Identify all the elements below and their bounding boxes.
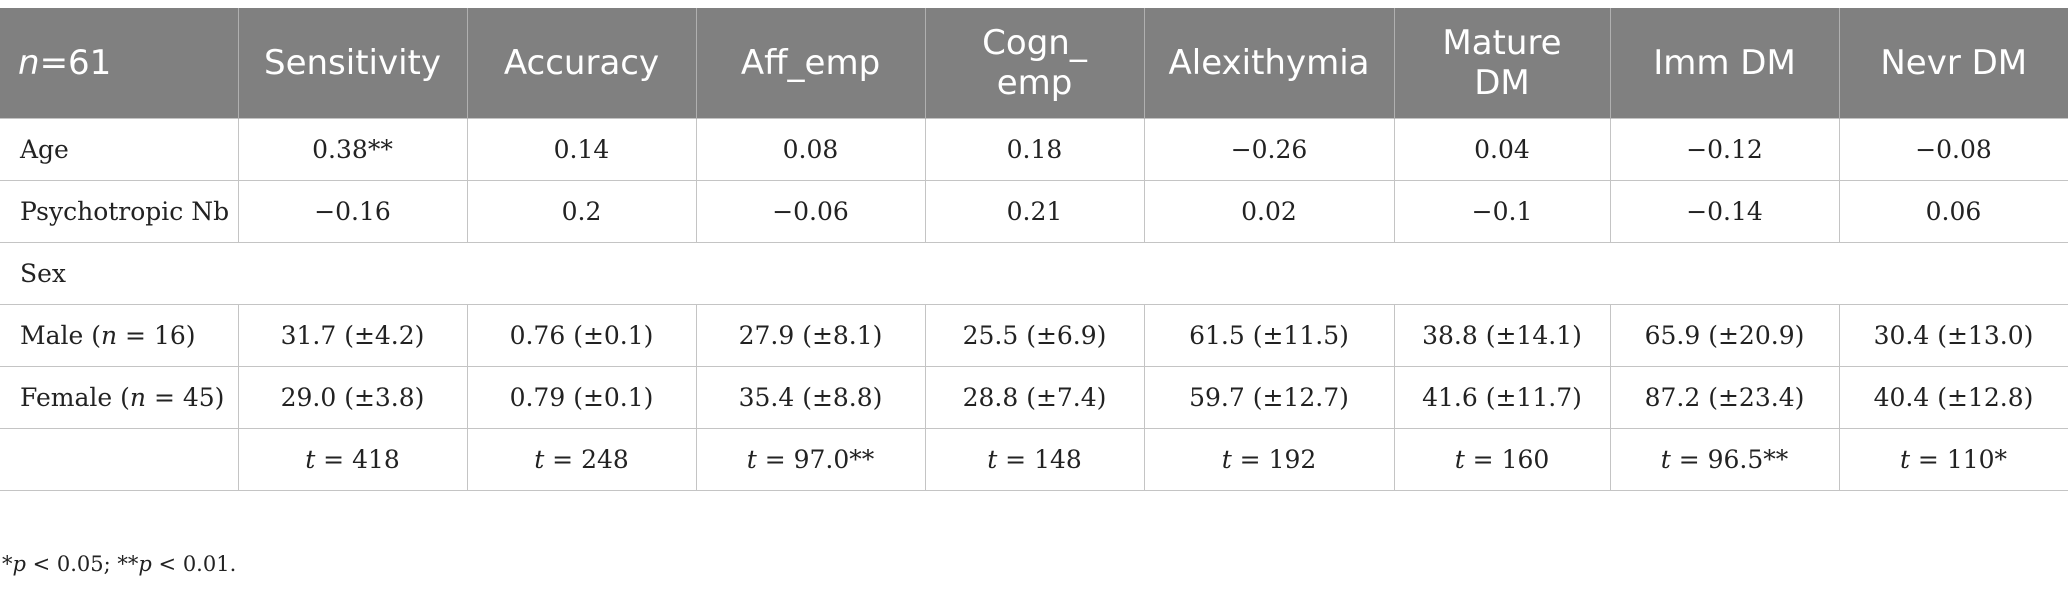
table-row-female: Female (n = 45) 29.0 (±3.8) 0.79 (±0.1) …: [0, 365, 2068, 429]
header-mature-dm: Mature DM: [1393, 8, 1610, 118]
table-cell: 30.4 (±13.0): [1838, 303, 2068, 367]
table-cell: t = 248: [466, 427, 697, 491]
table-cell: t = 148: [924, 427, 1145, 491]
table-cell: 0.08: [695, 117, 926, 181]
header-nevr-dm: Nevr DM: [1838, 8, 2068, 118]
header-sensitivity: Sensitivity: [237, 8, 467, 118]
table-cell: −0.16: [237, 179, 468, 243]
table-row-ttest: t = 418 t = 248 t = 97.0** t = 148 t = 1…: [0, 427, 2068, 491]
table-cell: 0.14: [466, 117, 697, 181]
table-cell: 0.21: [924, 179, 1145, 243]
header-imm-dm: Imm DM: [1609, 8, 1839, 118]
header-cogn-emp: Cogn_ emp: [924, 8, 1144, 118]
header-row: n=61 Sensitivity Accuracy Aff_emp Cogn_ …: [0, 8, 2068, 118]
table-cell: −0.1: [1393, 179, 1611, 243]
table-cell: −0.14: [1609, 179, 1840, 243]
table-cell: 29.0 (±3.8): [237, 365, 468, 429]
table-cell: t = 97.0**: [695, 427, 926, 491]
table-cell: 0.18: [924, 117, 1145, 181]
table-cell: t = 192: [1143, 427, 1395, 491]
table-cell: 0.79 (±0.1): [466, 365, 697, 429]
table-cell: 0.2: [466, 179, 697, 243]
header-accuracy: Accuracy: [466, 8, 696, 118]
table-cell: 61.5 (±11.5): [1143, 303, 1395, 367]
table-cell: −0.26: [1143, 117, 1395, 181]
header-sample-size: n=61: [0, 8, 238, 118]
table-row-male: Male (n = 16) 31.7 (±4.2) 0.76 (±0.1) 27…: [0, 303, 2068, 367]
table-cell: −0.08: [1838, 117, 2068, 181]
table-cell: 65.9 (±20.9): [1609, 303, 1840, 367]
table-cell: 40.4 (±12.8): [1838, 365, 2068, 429]
table-cell: 0.04: [1393, 117, 1611, 181]
section-label-sex: Sex: [0, 241, 2068, 305]
header-aff-emp: Aff_emp: [695, 8, 925, 118]
table-cell: 0.02: [1143, 179, 1395, 243]
row-label: Male (n = 16): [0, 303, 239, 367]
table-cell: t = 96.5**: [1609, 427, 1840, 491]
table-cell: 87.2 (±23.4): [1609, 365, 1840, 429]
table-cell: t = 418: [237, 427, 468, 491]
table-cell: 0.06: [1838, 179, 2068, 243]
table-row-psychotropic: Psychotropic Nb −0.16 0.2 −0.06 0.21 0.0…: [0, 179, 2068, 243]
table-cell: 25.5 (±6.9): [924, 303, 1145, 367]
table-cell: 59.7 (±12.7): [1143, 365, 1395, 429]
results-table: n=61 Sensitivity Accuracy Aff_emp Cogn_ …: [0, 8, 2068, 491]
table-cell: −0.12: [1609, 117, 1840, 181]
table-cell: 31.7 (±4.2): [237, 303, 468, 367]
table-cell: 35.4 (±8.8): [695, 365, 926, 429]
table-cell: 38.8 (±14.1): [1393, 303, 1611, 367]
header-alexithymia: Alexithymia: [1143, 8, 1394, 118]
table-cell: 28.8 (±7.4): [924, 365, 1145, 429]
row-label: Age: [0, 117, 239, 181]
row-label: Female (n = 45): [0, 365, 239, 429]
table-cell: 0.38**: [237, 117, 468, 181]
table-cell: 27.9 (±8.1): [695, 303, 926, 367]
table-cell: t = 160: [1393, 427, 1611, 491]
row-label: Psychotropic Nb: [0, 179, 239, 243]
row-label: [0, 427, 239, 491]
table-cell: t = 110*: [1838, 427, 2068, 491]
table-row-sex: Sex: [0, 241, 2068, 305]
table-cell: 0.76 (±0.1): [466, 303, 697, 367]
table-footnote: *p < 0.05; **p < 0.01.: [2, 552, 237, 576]
table-row-age: Age 0.38** 0.14 0.08 0.18 −0.26 0.04 −0.…: [0, 117, 2068, 181]
table-cell: −0.06: [695, 179, 926, 243]
table-cell: 41.6 (±11.7): [1393, 365, 1611, 429]
